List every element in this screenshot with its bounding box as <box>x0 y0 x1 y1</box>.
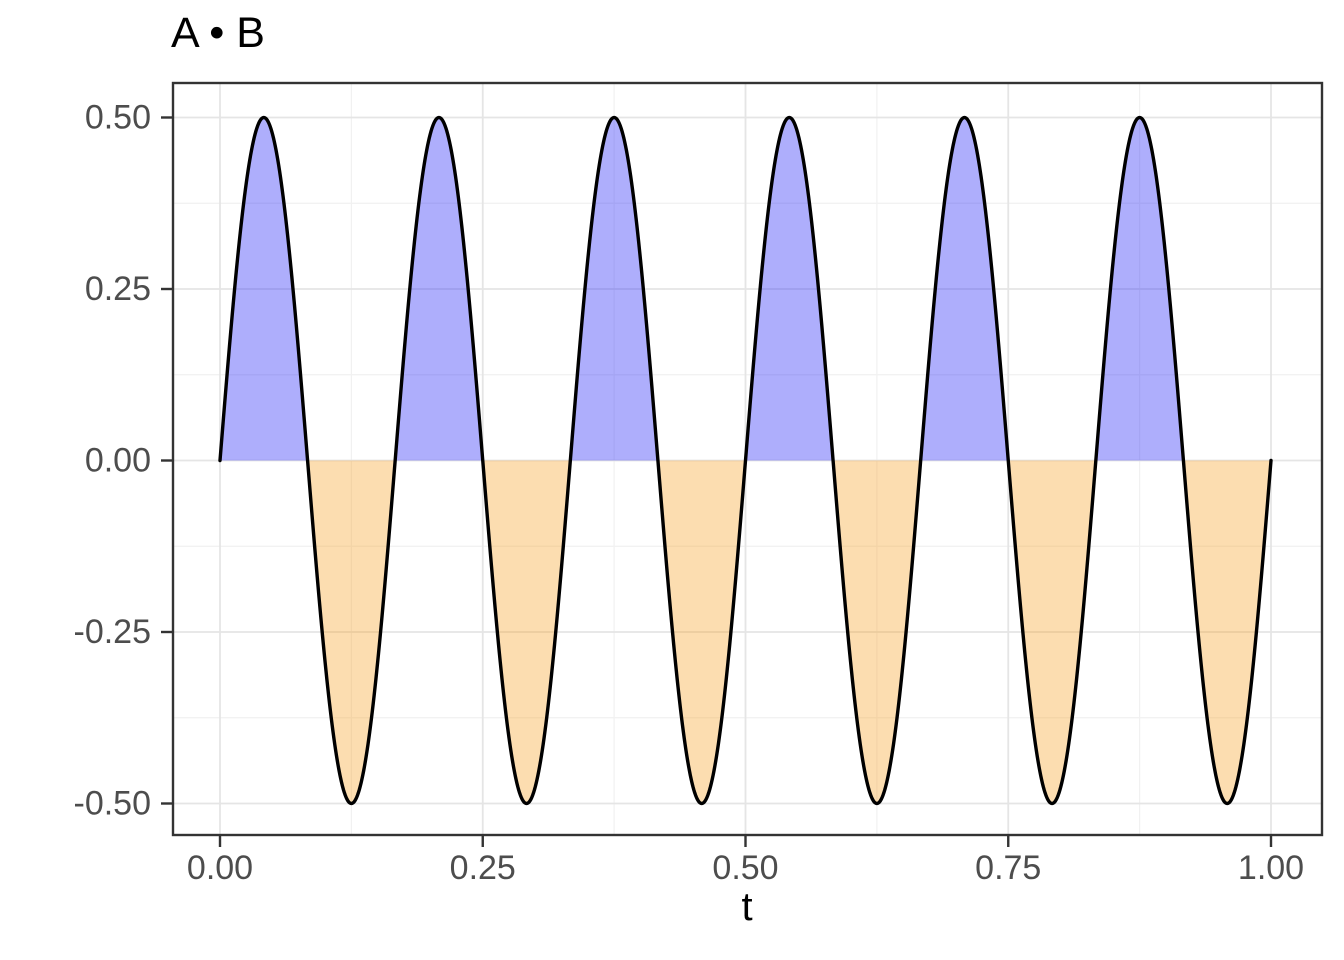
series-line <box>218 115 1273 806</box>
y-tick-label: 0.25 <box>85 270 151 308</box>
y-tick-label: -0.50 <box>74 785 152 823</box>
x-tick-label: 1.00 <box>1238 849 1304 887</box>
negative-area <box>220 460 1271 804</box>
positive-area <box>220 117 1271 461</box>
panel-background <box>173 83 1322 835</box>
y-tick-label: -0.25 <box>74 613 152 651</box>
y-tick-label: 0.00 <box>85 442 151 480</box>
x-tick-label: 0.75 <box>975 849 1041 887</box>
x-tick-label: 0.25 <box>450 849 516 887</box>
x-axis-title: t <box>741 885 753 929</box>
y-tick-label: 0.50 <box>85 99 151 137</box>
panel-border <box>171 81 1324 837</box>
x-tick-label: 0.50 <box>712 849 778 887</box>
plot-title: A • B <box>171 9 265 57</box>
x-tick-label: 0.00 <box>187 849 253 887</box>
